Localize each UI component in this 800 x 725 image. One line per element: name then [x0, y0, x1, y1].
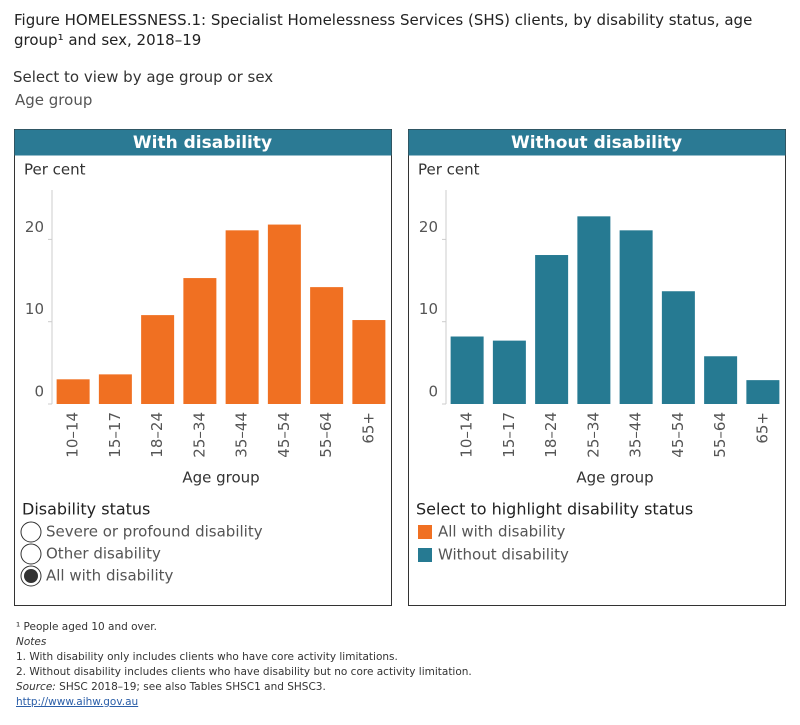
x-tick-label: 10–14 [458, 412, 476, 458]
x-tick-label: 25–34 [190, 412, 208, 458]
radio[interactable] [20, 521, 42, 543]
y-tick-label: 10 [419, 300, 438, 318]
y-axis-title: Per cent [418, 161, 480, 179]
panel-title: Without disability [511, 133, 682, 153]
notes-heading: Notes [16, 636, 47, 648]
note-line: 1. With disability only includes clients… [16, 651, 398, 663]
panel-header [14, 129, 392, 156]
x-tick-label: 15–17 [106, 412, 124, 458]
panel-title: With disability [133, 133, 272, 153]
y-axis-title: Per cent [24, 161, 86, 179]
bar[interactable] [661, 291, 695, 404]
bar[interactable] [141, 315, 175, 404]
legend-label[interactable]: All with disability [438, 523, 566, 541]
x-tick-label: 25–34 [584, 412, 602, 458]
y-tick-label: 0 [428, 383, 438, 401]
radio-label[interactable]: All with disability [46, 567, 174, 585]
bar[interactable] [535, 255, 569, 404]
x-tick-label: 10–14 [64, 412, 82, 458]
legend-swatch[interactable] [418, 525, 432, 539]
legend-title: Select to highlight disability status [416, 500, 693, 519]
selector-value[interactable]: Age group [15, 91, 93, 109]
x-tick-label: 35–44 [627, 412, 645, 458]
bar[interactable] [352, 320, 386, 404]
bar[interactable] [225, 230, 259, 404]
bar[interactable] [577, 216, 611, 404]
x-tick-label: 35–44 [233, 412, 251, 458]
bar[interactable] [619, 230, 653, 404]
figure-title: Figure HOMELESSNESS.1: Specialist Homele… [14, 11, 753, 49]
y-tick-label: 20 [25, 218, 44, 236]
x-tick-label: 18–24 [542, 412, 560, 458]
x-tick-label: 15–17 [500, 412, 518, 458]
bar[interactable] [310, 287, 344, 404]
notes: ¹ People aged 10 and over. Notes 1. With… [16, 620, 472, 710]
x-axis-title: Age group [576, 469, 653, 487]
source-label: Source: [16, 681, 56, 693]
link[interactable]: http://www.aihw.gov.au [16, 696, 139, 708]
y-tick-label: 0 [34, 383, 44, 401]
bar[interactable] [492, 340, 526, 404]
radio-dot [24, 569, 38, 583]
legend-swatch[interactable] [418, 548, 432, 562]
x-tick-label: 55–64 [317, 412, 335, 458]
y-tick-label: 20 [419, 218, 438, 236]
bar[interactable] [183, 278, 217, 404]
bar[interactable] [704, 356, 738, 404]
x-tick-label: 55–64 [711, 412, 729, 458]
x-tick-label: 65+ [753, 412, 771, 444]
filter-title: Disability status [22, 500, 150, 519]
bar[interactable] [450, 336, 484, 404]
x-tick-label: 18–24 [148, 412, 166, 458]
x-axis-title: Age group [182, 469, 259, 487]
bar[interactable] [267, 224, 301, 404]
y-tick-label: 10 [25, 300, 44, 318]
bar[interactable] [98, 374, 132, 404]
radio[interactable] [20, 543, 42, 565]
x-tick-label: 45–54 [669, 412, 687, 458]
legend-label[interactable]: Without disability [438, 546, 569, 564]
source-text: SHSC 2018–19; see also Tables SHSC1 and … [55, 681, 326, 693]
bar[interactable] [746, 380, 780, 404]
note-line: 2. Without disability includes clients w… [16, 666, 472, 678]
panel-header [408, 129, 786, 156]
footnote: ¹ People aged 10 and over. [16, 621, 157, 633]
source: Source: SHSC 2018–19; see also Tables SH… [16, 680, 472, 695]
bar[interactable] [56, 379, 90, 404]
selector-label: Select to view by age group or sex [13, 68, 274, 86]
x-tick-label: 65+ [359, 412, 377, 444]
radio-label[interactable]: Other disability [46, 545, 161, 563]
radio-label[interactable]: Severe or profound disability [46, 523, 263, 541]
x-tick-label: 45–54 [275, 412, 293, 458]
